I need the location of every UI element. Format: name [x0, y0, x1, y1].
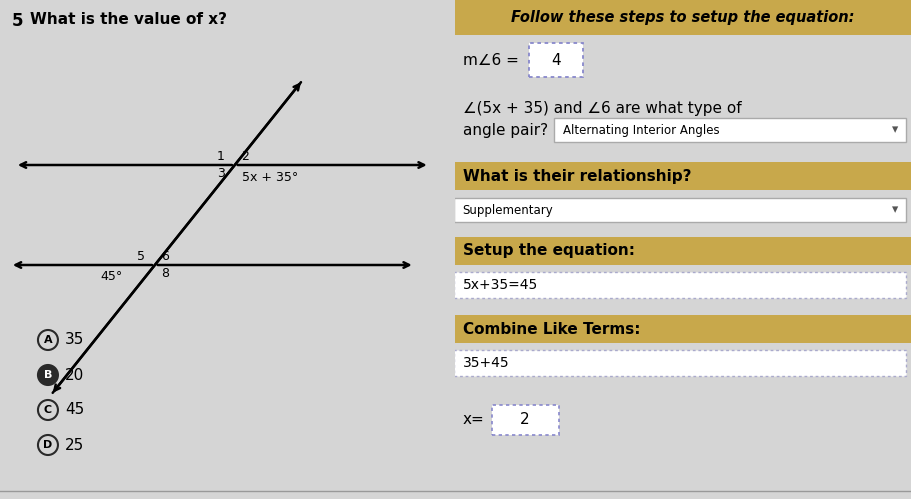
Text: Combine Like Terms:: Combine Like Terms:: [463, 321, 640, 336]
Circle shape: [38, 330, 58, 350]
Text: 6: 6: [160, 250, 169, 263]
Circle shape: [38, 400, 58, 420]
Text: 1: 1: [217, 150, 225, 163]
Text: Alternating Interior Angles: Alternating Interior Angles: [563, 123, 720, 137]
Text: 2: 2: [520, 413, 530, 428]
Text: 35: 35: [65, 332, 85, 347]
Text: 20: 20: [65, 367, 84, 383]
Text: 5x + 35°: 5x + 35°: [241, 171, 298, 184]
Text: D: D: [44, 440, 53, 450]
Text: m∠6 =: m∠6 =: [463, 52, 523, 67]
Text: What is the value of x?: What is the value of x?: [30, 12, 227, 27]
FancyBboxPatch shape: [455, 315, 911, 343]
Text: 5: 5: [137, 250, 145, 263]
Text: 3: 3: [217, 167, 225, 180]
Text: ∠(5x + 35) and ∠6 are what type of: ∠(5x + 35) and ∠6 are what type of: [463, 100, 742, 115]
FancyBboxPatch shape: [454, 272, 906, 298]
Text: Follow these steps to setup the equation:: Follow these steps to setup the equation…: [511, 10, 855, 25]
Text: 35+45: 35+45: [463, 356, 509, 370]
FancyBboxPatch shape: [528, 43, 583, 77]
Text: C: C: [44, 405, 52, 415]
Text: 5x+35=45: 5x+35=45: [463, 278, 537, 292]
Text: 45: 45: [65, 403, 84, 418]
Text: x=: x=: [463, 413, 485, 428]
Text: 5: 5: [12, 12, 24, 30]
Circle shape: [38, 365, 58, 385]
FancyBboxPatch shape: [455, 237, 911, 265]
Text: Setup the equation:: Setup the equation:: [463, 244, 635, 258]
FancyBboxPatch shape: [455, 162, 911, 190]
Text: 8: 8: [160, 267, 169, 280]
Circle shape: [38, 435, 58, 455]
FancyBboxPatch shape: [492, 405, 558, 435]
Text: 4: 4: [551, 52, 560, 67]
Text: 25: 25: [65, 438, 84, 453]
Text: What is their relationship?: What is their relationship?: [463, 169, 691, 184]
Text: 45°: 45°: [100, 269, 122, 283]
FancyBboxPatch shape: [554, 118, 906, 142]
FancyBboxPatch shape: [454, 198, 906, 222]
Text: angle pair?: angle pair?: [463, 122, 548, 138]
FancyBboxPatch shape: [455, 0, 911, 35]
Text: ▾: ▾: [892, 123, 898, 137]
Text: Supplementary: Supplementary: [463, 204, 553, 217]
Text: 2: 2: [241, 150, 249, 163]
Text: ▾: ▾: [892, 204, 898, 217]
FancyBboxPatch shape: [454, 350, 906, 376]
Text: B: B: [44, 370, 52, 380]
Text: A: A: [44, 335, 52, 345]
